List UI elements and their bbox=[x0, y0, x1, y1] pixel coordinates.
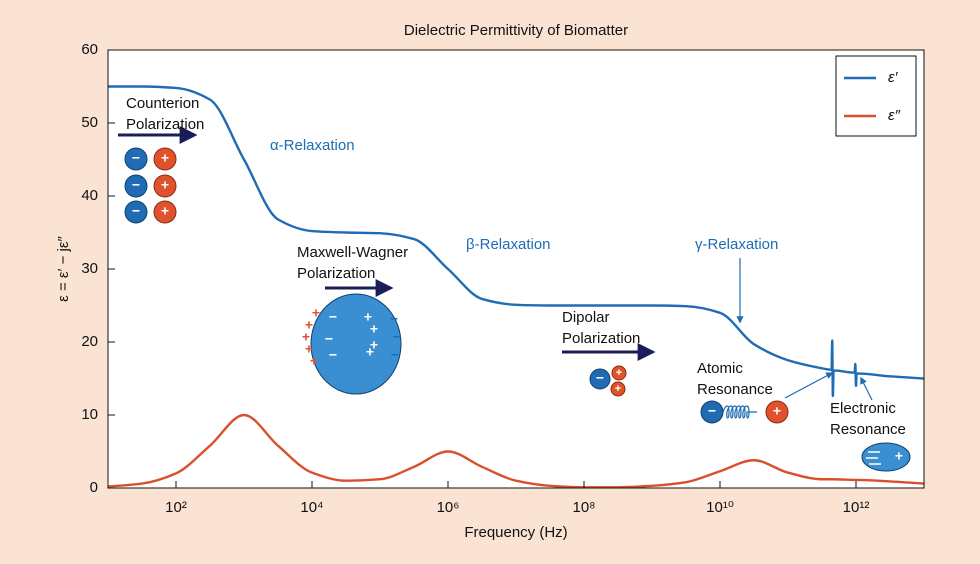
svg-text:+: + bbox=[616, 367, 622, 379]
svg-text:+: + bbox=[312, 305, 320, 321]
svg-text:+: + bbox=[161, 177, 169, 193]
annotation: α-Relaxation bbox=[270, 137, 355, 154]
y-tick-label: 30 bbox=[81, 260, 98, 277]
illustrations: − + − + − + −−− ++++ +++++ −−− − + + − + bbox=[118, 126, 911, 472]
svg-text:−: − bbox=[596, 370, 604, 386]
svg-text:−: − bbox=[329, 309, 337, 325]
y-tick-label: 40 bbox=[81, 187, 98, 204]
chart-title: Dielectric Permittivity of Biomatter bbox=[404, 22, 628, 39]
svg-text:−: − bbox=[132, 177, 140, 193]
annotation: γ-Relaxation bbox=[695, 236, 778, 253]
svg-text:+: + bbox=[310, 353, 318, 369]
x-tick-label: 10⁶ bbox=[437, 499, 460, 516]
y-tick-label: 50 bbox=[81, 114, 98, 131]
x-tick-label: 10¹² bbox=[843, 499, 870, 516]
pointer-arrow bbox=[784, 372, 834, 399]
dipole-molecule: − + + bbox=[589, 365, 627, 397]
x-axis-label: Frequency (Hz) bbox=[464, 524, 567, 541]
annotation: Atomic bbox=[697, 360, 743, 377]
series-group bbox=[107, 85, 925, 489]
series-line bbox=[107, 413, 925, 489]
svg-text:+: + bbox=[302, 329, 310, 345]
atomic-spring: − + bbox=[700, 400, 789, 424]
svg-text:+: + bbox=[895, 448, 903, 464]
y-axis-label: ε = ε′ − jε″ bbox=[55, 235, 72, 301]
series-line bbox=[108, 85, 925, 398]
svg-text:+: + bbox=[366, 344, 374, 360]
annotation: Electronic bbox=[830, 400, 896, 417]
electron-cloud: + bbox=[861, 442, 911, 472]
y-tick-label: 0 bbox=[90, 479, 98, 496]
y-tick-label: 10 bbox=[81, 406, 98, 423]
annotation: Dipolar bbox=[562, 309, 610, 326]
svg-text:−: − bbox=[132, 203, 140, 219]
svg-text:−: − bbox=[329, 347, 337, 363]
annotation: Polarization bbox=[562, 330, 640, 347]
svg-text:+: + bbox=[615, 383, 621, 395]
annotation: Polarization bbox=[297, 265, 375, 282]
svg-text:+: + bbox=[370, 337, 378, 353]
annotation: Polarization bbox=[126, 116, 204, 133]
svg-text:+: + bbox=[305, 317, 313, 333]
y-tick-label: 60 bbox=[81, 41, 98, 58]
plot-frame bbox=[107, 49, 925, 489]
y-tick-label: 20 bbox=[81, 333, 98, 350]
svg-text:+: + bbox=[161, 150, 169, 166]
svg-text:+: + bbox=[161, 203, 169, 219]
svg-text:+: + bbox=[773, 403, 781, 419]
svg-text:+: + bbox=[364, 309, 372, 325]
cell: −−− ++++ +++++ −−− bbox=[302, 293, 402, 395]
x-tick-label: 10⁴ bbox=[300, 499, 323, 516]
svg-text:−: − bbox=[132, 150, 140, 166]
x-tick-label: 10¹⁰ bbox=[706, 499, 734, 516]
svg-text:−: − bbox=[708, 403, 716, 419]
legend-label: ε′ bbox=[888, 69, 899, 86]
legend-box bbox=[835, 55, 917, 137]
annotation: Maxwell-Wagner bbox=[297, 244, 408, 261]
legend-label: ε″ bbox=[888, 107, 901, 124]
svg-text:−: − bbox=[390, 311, 398, 327]
annotation: Resonance bbox=[697, 381, 773, 398]
ion-pairs: − + − + − + bbox=[124, 147, 177, 224]
svg-text:−: − bbox=[393, 329, 401, 345]
svg-text:−: − bbox=[391, 347, 399, 363]
annotation: β-Relaxation bbox=[466, 236, 551, 253]
svg-text:+: + bbox=[370, 321, 378, 337]
svg-text:−: − bbox=[325, 331, 333, 347]
x-tick-label: 10⁸ bbox=[572, 499, 595, 516]
x-tick-label: 10² bbox=[165, 499, 187, 516]
annotation: Counterion bbox=[126, 95, 199, 112]
pointer-arrow bbox=[860, 376, 873, 401]
annotation: Resonance bbox=[830, 421, 906, 438]
svg-text:+: + bbox=[305, 341, 313, 357]
